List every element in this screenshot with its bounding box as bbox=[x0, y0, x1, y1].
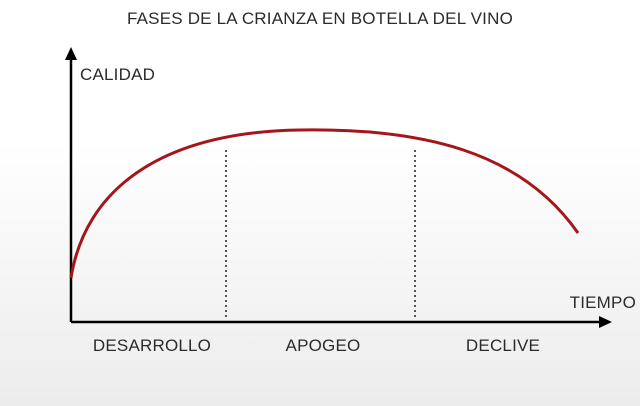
phase-label: DECLIVE bbox=[466, 336, 540, 355]
y-axis-arrow bbox=[65, 47, 77, 60]
y-axis-label: CALIDAD bbox=[80, 65, 155, 84]
phase-label: DESARROLLO bbox=[93, 336, 211, 355]
title: FASES DE LA CRIANZA EN BOTELLA DEL VINO bbox=[127, 9, 513, 28]
quality-curve bbox=[69, 128, 580, 279]
x-axis-label: TIEMPO bbox=[570, 293, 636, 312]
x-axis-arrow bbox=[599, 316, 612, 328]
phase-label: APOGEO bbox=[286, 336, 361, 355]
